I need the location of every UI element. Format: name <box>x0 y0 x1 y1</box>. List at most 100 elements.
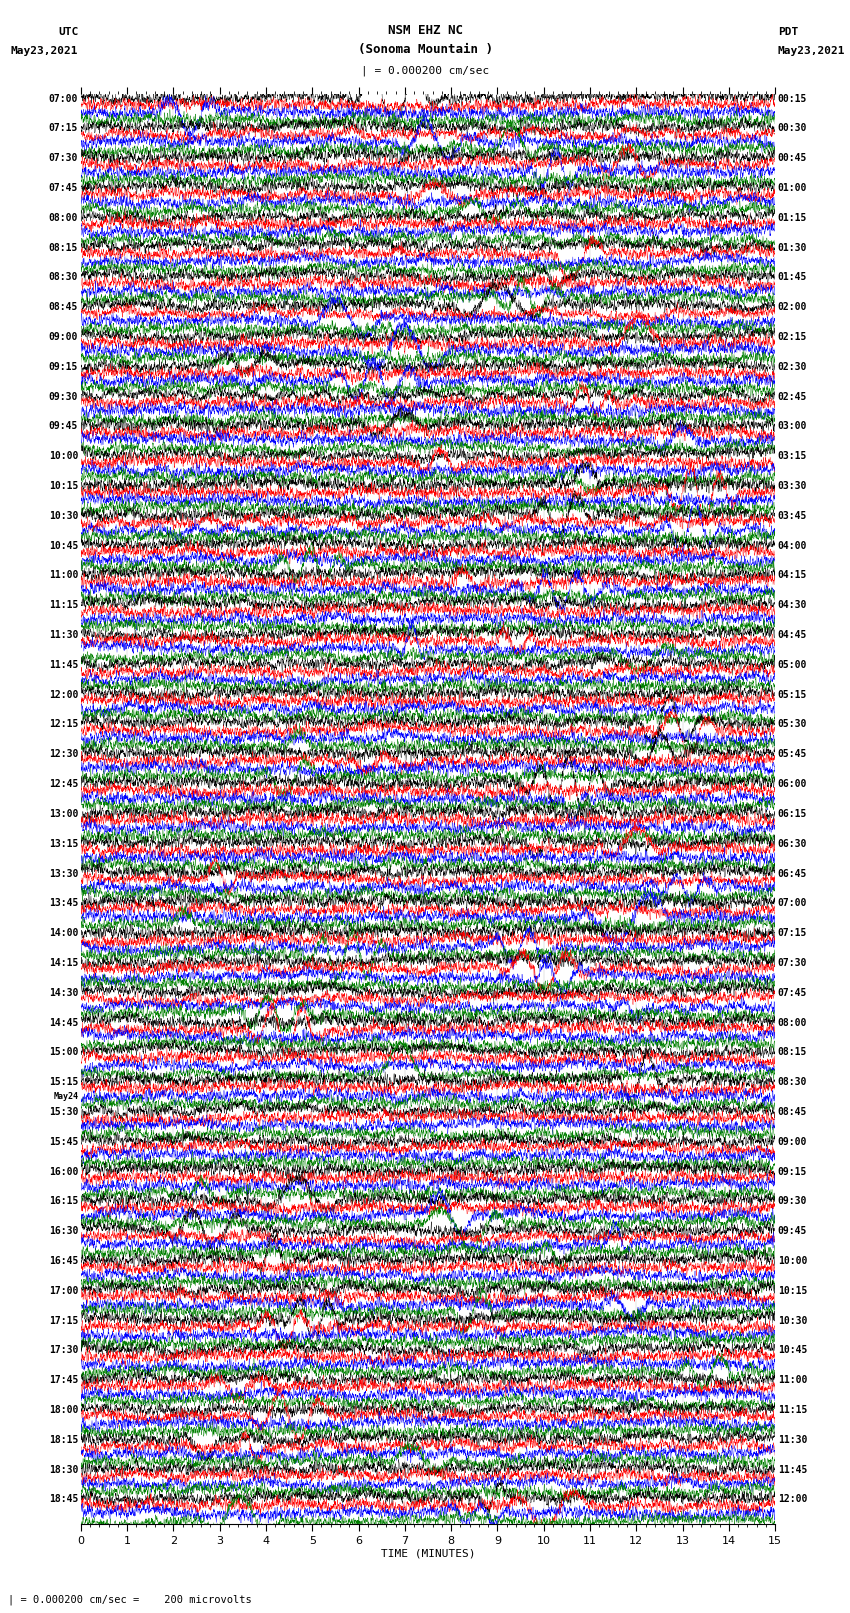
Text: 02:00: 02:00 <box>778 302 807 313</box>
Text: 04:30: 04:30 <box>778 600 807 610</box>
Text: 13:45: 13:45 <box>48 898 78 908</box>
Text: 14:00: 14:00 <box>48 927 78 939</box>
Text: 10:30: 10:30 <box>48 511 78 521</box>
Text: 04:00: 04:00 <box>778 540 807 550</box>
Text: 03:45: 03:45 <box>778 511 807 521</box>
Text: 05:45: 05:45 <box>778 750 807 760</box>
Text: 09:30: 09:30 <box>48 392 78 402</box>
Text: 16:15: 16:15 <box>48 1197 78 1207</box>
Text: 08:00: 08:00 <box>48 213 78 223</box>
Text: 16:45: 16:45 <box>48 1257 78 1266</box>
Text: 08:15: 08:15 <box>778 1047 807 1058</box>
Text: 11:45: 11:45 <box>778 1465 807 1474</box>
Text: 13:00: 13:00 <box>48 810 78 819</box>
Text: PDT: PDT <box>778 27 798 37</box>
Text: 13:30: 13:30 <box>48 868 78 879</box>
Text: 00:30: 00:30 <box>778 123 807 134</box>
Text: 11:45: 11:45 <box>48 660 78 669</box>
Text: 07:15: 07:15 <box>48 123 78 134</box>
Text: 12:00: 12:00 <box>48 690 78 700</box>
Text: 10:15: 10:15 <box>778 1286 807 1295</box>
Text: 11:15: 11:15 <box>48 600 78 610</box>
Text: | = 0.000200 cm/sec: | = 0.000200 cm/sec <box>361 65 489 76</box>
Text: 15:00: 15:00 <box>48 1047 78 1058</box>
Text: 09:15: 09:15 <box>48 361 78 373</box>
Text: 02:45: 02:45 <box>778 392 807 402</box>
Text: (Sonoma Mountain ): (Sonoma Mountain ) <box>358 44 492 56</box>
Text: 02:15: 02:15 <box>778 332 807 342</box>
Text: 14:45: 14:45 <box>48 1018 78 1027</box>
Text: 09:00: 09:00 <box>778 1137 807 1147</box>
Text: 00:15: 00:15 <box>778 94 807 103</box>
Text: 08:45: 08:45 <box>778 1107 807 1116</box>
Text: 09:15: 09:15 <box>778 1166 807 1176</box>
Text: May24: May24 <box>54 1092 78 1100</box>
Text: 08:15: 08:15 <box>48 242 78 253</box>
Text: 12:00: 12:00 <box>778 1495 807 1505</box>
Text: May23,2021: May23,2021 <box>11 47 78 56</box>
Text: 12:30: 12:30 <box>48 750 78 760</box>
Text: 18:30: 18:30 <box>48 1465 78 1474</box>
Text: 03:15: 03:15 <box>778 452 807 461</box>
Text: 15:45: 15:45 <box>48 1137 78 1147</box>
Text: 11:30: 11:30 <box>778 1436 807 1445</box>
Text: 11:00: 11:00 <box>48 571 78 581</box>
Text: 17:15: 17:15 <box>48 1316 78 1326</box>
Text: 14:15: 14:15 <box>48 958 78 968</box>
Text: 00:45: 00:45 <box>778 153 807 163</box>
Text: 07:30: 07:30 <box>48 153 78 163</box>
Text: 01:45: 01:45 <box>778 273 807 282</box>
Text: 02:30: 02:30 <box>778 361 807 373</box>
Text: 10:45: 10:45 <box>48 540 78 550</box>
Text: 09:45: 09:45 <box>48 421 78 431</box>
Text: 01:00: 01:00 <box>778 182 807 194</box>
Text: 05:00: 05:00 <box>778 660 807 669</box>
Text: 07:45: 07:45 <box>48 182 78 194</box>
Text: 08:30: 08:30 <box>778 1077 807 1087</box>
Text: 11:30: 11:30 <box>48 631 78 640</box>
Text: 18:45: 18:45 <box>48 1495 78 1505</box>
Text: 06:15: 06:15 <box>778 810 807 819</box>
Text: May23,2021: May23,2021 <box>778 47 845 56</box>
Text: 16:30: 16:30 <box>48 1226 78 1236</box>
Text: 09:00: 09:00 <box>48 332 78 342</box>
Text: NSM EHZ NC: NSM EHZ NC <box>388 24 462 37</box>
Text: 17:45: 17:45 <box>48 1376 78 1386</box>
Text: 08:00: 08:00 <box>778 1018 807 1027</box>
Text: 17:30: 17:30 <box>48 1345 78 1355</box>
Text: 05:30: 05:30 <box>778 719 807 729</box>
Text: 11:00: 11:00 <box>778 1376 807 1386</box>
Text: 03:00: 03:00 <box>778 421 807 431</box>
X-axis label: TIME (MINUTES): TIME (MINUTES) <box>381 1548 475 1558</box>
Text: 09:30: 09:30 <box>778 1197 807 1207</box>
Text: 04:45: 04:45 <box>778 631 807 640</box>
Text: | = 0.000200 cm/sec =    200 microvolts: | = 0.000200 cm/sec = 200 microvolts <box>8 1594 252 1605</box>
Text: 16:00: 16:00 <box>48 1166 78 1176</box>
Text: 14:30: 14:30 <box>48 987 78 998</box>
Text: 08:30: 08:30 <box>48 273 78 282</box>
Text: 10:00: 10:00 <box>48 452 78 461</box>
Text: 12:45: 12:45 <box>48 779 78 789</box>
Text: 10:30: 10:30 <box>778 1316 807 1326</box>
Text: 07:00: 07:00 <box>48 94 78 103</box>
Text: 18:00: 18:00 <box>48 1405 78 1415</box>
Text: 10:15: 10:15 <box>48 481 78 490</box>
Text: UTC: UTC <box>58 27 78 37</box>
Text: 10:00: 10:00 <box>778 1257 807 1266</box>
Text: 04:15: 04:15 <box>778 571 807 581</box>
Text: 06:00: 06:00 <box>778 779 807 789</box>
Text: 13:15: 13:15 <box>48 839 78 848</box>
Text: 01:15: 01:15 <box>778 213 807 223</box>
Text: 07:45: 07:45 <box>778 987 807 998</box>
Text: 05:15: 05:15 <box>778 690 807 700</box>
Text: 01:30: 01:30 <box>778 242 807 253</box>
Text: 11:15: 11:15 <box>778 1405 807 1415</box>
Text: 15:30: 15:30 <box>48 1107 78 1116</box>
Text: 15:15: 15:15 <box>48 1077 78 1087</box>
Text: 06:45: 06:45 <box>778 868 807 879</box>
Text: 12:15: 12:15 <box>48 719 78 729</box>
Text: 08:45: 08:45 <box>48 302 78 313</box>
Text: 09:45: 09:45 <box>778 1226 807 1236</box>
Text: 07:30: 07:30 <box>778 958 807 968</box>
Text: 10:45: 10:45 <box>778 1345 807 1355</box>
